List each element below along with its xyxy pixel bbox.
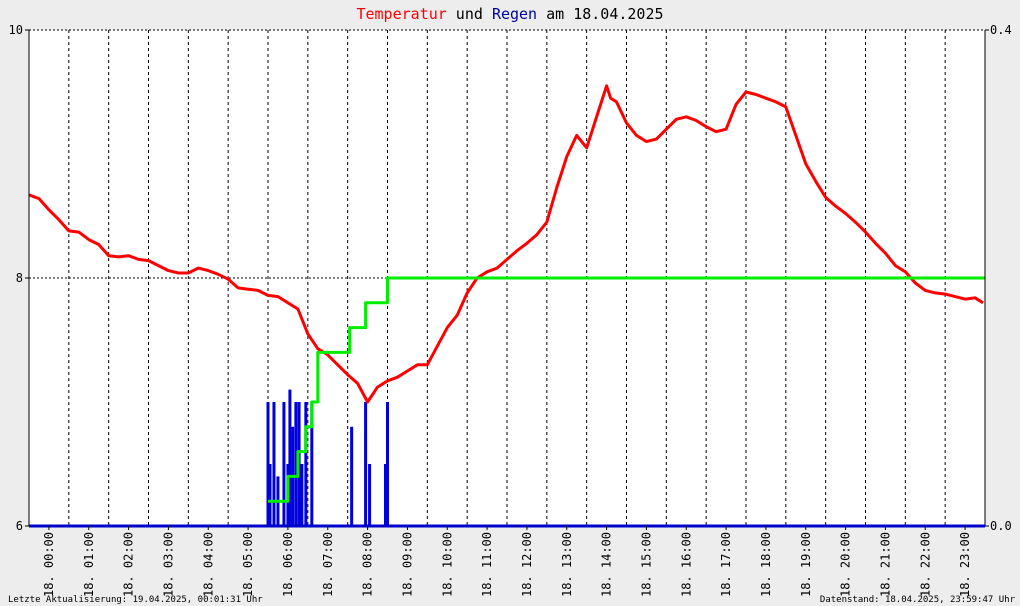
rain-bar (386, 402, 389, 526)
x-tick-label: 18. 21:00 (878, 532, 892, 597)
x-tick-label: 18. 00:00 (42, 532, 56, 597)
x-tick-label: 18. 10:00 (440, 532, 454, 597)
x-tick-label: 18. 02:00 (122, 532, 136, 597)
x-tick-labels: 18. 00:00 18. 01:00 18. 02:00 18. 03:00 18. … (42, 526, 972, 597)
x-tick-label: 18. 08:00 (361, 532, 375, 597)
x-tick-label: 18. 09:00 (400, 532, 414, 597)
rain-bar (300, 464, 304, 526)
x-tick-label: 18. 15:00 (639, 532, 653, 597)
rain-bar (368, 464, 372, 526)
x-tick-label: 18. 16:00 (679, 532, 693, 597)
title-regen: Regen (492, 5, 537, 23)
chart-title: Temperatur und Regen am 18.04.2025 (356, 5, 663, 23)
y-right-tick-label: 0.4 (990, 23, 1012, 37)
rain-bar (350, 426, 354, 526)
rain-bar (272, 402, 276, 526)
x-tick-label: 18. 22:00 (918, 532, 932, 597)
series-lines (28, 84, 985, 503)
y-left-tick-label: 10 (9, 23, 23, 37)
x-tick-label: 18. 03:00 (161, 532, 175, 597)
x-tick-label: 18. 19:00 (799, 532, 813, 597)
rain-bar (384, 464, 388, 526)
rain-bar (282, 402, 286, 526)
x-tick-label: 18. 12:00 (520, 532, 534, 597)
y-right-tick-label: 0.0 (990, 519, 1012, 533)
x-tick-label: 18. 01:00 (82, 532, 96, 597)
x-tick-label: 18. 05:00 (241, 532, 255, 597)
x-tick-label: 18. 14:00 (600, 532, 614, 597)
y-left-tick-label: 8 (16, 271, 23, 285)
x-tick-label: 18. 17:00 (719, 532, 733, 597)
rain-cumulative-line (268, 276, 985, 503)
x-tick-label: 18. 06:00 (281, 532, 295, 597)
y-left-tick-labels: 6 8 10 (9, 23, 29, 533)
x-tick-label: 18. 23:00 (958, 532, 972, 597)
title-temperatur: Temperatur (356, 5, 446, 23)
title-und: und (447, 5, 492, 23)
rain-bar (304, 402, 308, 526)
temperature-line (28, 84, 984, 404)
footer-left: Letzte Aktualisierung: 19.04.2025, 00:01… (8, 595, 263, 605)
footer-right: Datenstand: 18.04.2025, 23:59:47 Uhr (820, 595, 1016, 605)
rain-bar (310, 402, 314, 526)
x-tick-label: 18. 20:00 (839, 532, 853, 597)
x-tick-label: 18. 18:00 (759, 532, 773, 597)
x-tick-label: 18. 07:00 (321, 532, 335, 597)
x-tick-label: 18. 11:00 (480, 532, 494, 597)
title-date: am 18.04.2025 (537, 5, 663, 23)
y-left-tick-label: 6 (16, 519, 23, 533)
rain-bar (288, 389, 292, 526)
x-tick-label: 18. 13:00 (560, 532, 574, 597)
rain-bar (266, 402, 270, 526)
rain-bar (364, 402, 368, 526)
x-tick-label: 18. 04:00 (201, 532, 215, 597)
rain-bar (294, 402, 298, 526)
rain-bar (268, 464, 272, 526)
y-right-tick-labels: 0.0 0.4 (985, 23, 1012, 533)
